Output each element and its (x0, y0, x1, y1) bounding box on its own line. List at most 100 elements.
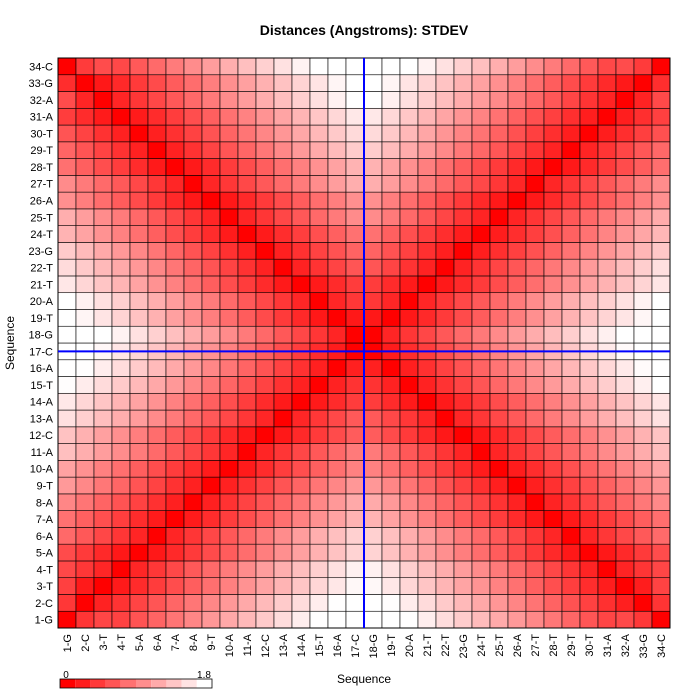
heatmap-cell (345, 242, 365, 260)
heatmap-cell (327, 309, 347, 327)
heatmap-cell (435, 74, 455, 92)
heatmap-cell (417, 208, 437, 226)
heatmap-cell (255, 91, 275, 109)
heatmap-cell (237, 560, 257, 579)
heatmap-cell (453, 594, 473, 612)
heatmap-cell (237, 292, 257, 310)
heatmap-cell (111, 560, 131, 579)
heatmap-cell (237, 91, 257, 109)
heatmap-cell (57, 543, 77, 562)
heatmap-cell (417, 460, 437, 478)
heatmap-cell (75, 57, 95, 76)
heatmap-cell (561, 443, 581, 461)
heatmap-cell (111, 510, 131, 528)
heatmap-cell (633, 258, 653, 277)
heatmap-cell (363, 242, 383, 260)
heatmap-cell (75, 392, 95, 411)
heatmap-cell (525, 476, 545, 495)
heatmap-cell (219, 543, 239, 562)
heatmap-cell (507, 275, 527, 294)
heatmap-cell (399, 275, 419, 294)
heatmap-cell (93, 74, 113, 92)
heatmap-cell (57, 258, 77, 277)
heatmap-cell (597, 527, 617, 545)
heatmap-cell (93, 107, 113, 126)
x-tick-label: 28-T (548, 634, 560, 657)
heatmap-cell (417, 275, 437, 294)
heatmap-cell (273, 493, 293, 511)
y-axis-title: Sequence (3, 316, 17, 370)
heatmap-cell (165, 141, 185, 159)
heatmap-cell (381, 242, 401, 260)
heatmap-cell (507, 527, 527, 545)
heatmap-cell (273, 242, 293, 260)
heatmap-cell (237, 242, 257, 260)
heatmap-cell (651, 208, 671, 226)
heatmap-cell (489, 392, 509, 411)
heatmap-cell (363, 292, 383, 310)
heatmap-cell (111, 392, 131, 411)
heatmap-cell (435, 107, 455, 126)
heatmap-cell (165, 292, 185, 310)
heatmap-cell (129, 141, 149, 159)
heatmap-cell (525, 258, 545, 277)
heatmap-cell (543, 409, 563, 428)
heatmap-cell (201, 560, 221, 579)
heatmap-cell (147, 57, 167, 76)
heatmap-cell (327, 543, 347, 562)
heatmap-cell (111, 476, 131, 495)
heatmap-cell (165, 577, 185, 595)
heatmap-cell (129, 409, 149, 428)
heatmap-cell (597, 74, 617, 92)
y-tick-label: 34-C (29, 61, 53, 73)
heatmap-cell (489, 91, 509, 109)
x-tick-label: 7-A (170, 633, 182, 651)
heatmap-cell (219, 225, 239, 243)
heatmap-cell (201, 242, 221, 260)
heatmap-cell (273, 107, 293, 126)
heatmap-cell (453, 309, 473, 327)
heatmap-cell (147, 426, 167, 444)
heatmap-cell (525, 91, 545, 109)
heatmap-cell (615, 594, 635, 612)
heatmap-cell (363, 325, 383, 344)
heatmap-cell (237, 493, 257, 511)
heatmap-cell (381, 208, 401, 226)
heatmap-cell (507, 107, 527, 126)
heatmap-cell (291, 409, 311, 428)
x-tick-label: 21-T (422, 634, 434, 657)
heatmap-cell (273, 57, 293, 76)
heatmap-cell (273, 175, 293, 193)
heatmap-cell (579, 325, 599, 344)
heatmap-cell (273, 275, 293, 294)
heatmap-cell (417, 325, 437, 344)
heatmap-cell (111, 359, 131, 377)
heatmap-cell (273, 543, 293, 562)
heatmap-cell (615, 493, 635, 511)
heatmap-cell (435, 426, 455, 444)
heatmap-cell (579, 426, 599, 444)
heatmap-cell (507, 610, 527, 629)
heatmap-cell (597, 543, 617, 562)
heatmap-cell (219, 443, 239, 461)
heatmap-cell (327, 325, 347, 344)
y-tick-label: 6-A (36, 531, 54, 543)
highlight-lines (58, 58, 670, 628)
heatmap-cell (489, 560, 509, 579)
heatmap-cell (345, 275, 365, 294)
heatmap-cell (57, 141, 77, 159)
heatmap-cell (273, 325, 293, 344)
colorbar-swatch (90, 679, 106, 688)
heatmap-cell (57, 309, 77, 327)
heatmap-cell (579, 493, 599, 511)
heatmap-cell (75, 191, 95, 210)
heatmap-cell (525, 141, 545, 159)
heatmap-cell (237, 376, 257, 394)
heatmap-cell (525, 57, 545, 76)
heatmap-cell (399, 225, 419, 243)
heatmap-cell (219, 124, 239, 143)
heatmap-cell (363, 275, 383, 294)
heatmap-cell (579, 258, 599, 277)
heatmap-cell (147, 594, 167, 612)
x-tick-label: 34-C (656, 634, 668, 658)
